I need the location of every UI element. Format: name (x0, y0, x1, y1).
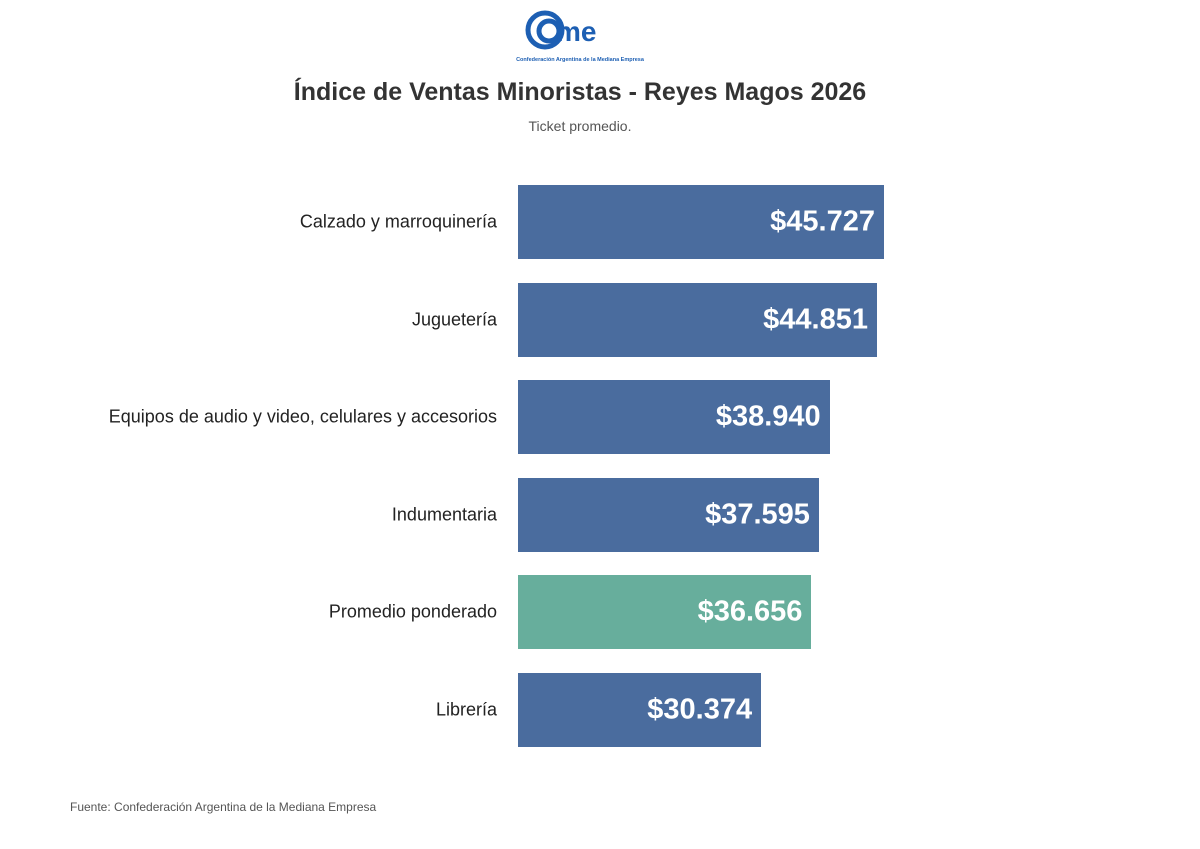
bar (518, 673, 762, 747)
data-label: $30.374 (647, 693, 753, 726)
data-label: $37.595 (705, 498, 810, 531)
category-label: Juguetería (411, 309, 497, 330)
category-label: Equipos de audio y video, celulares y ac… (108, 406, 497, 427)
bar (518, 575, 812, 650)
bar (518, 185, 884, 259)
category-label: Indumentaria (391, 504, 497, 525)
source-note: Fuente: Confederación Argentina de la Me… (70, 800, 377, 814)
data-label: $36.656 (697, 595, 803, 628)
data-label: $44.851 (763, 303, 868, 336)
chart-subtitle: Ticket promedio. (528, 118, 632, 134)
data-label: $45.727 (770, 205, 875, 238)
came-logo: me Confederación Argentina de la Mediana… (516, 10, 645, 63)
category-label: Librería (435, 699, 497, 720)
bar (518, 380, 830, 455)
bar (518, 282, 877, 357)
svg-text:me: me (556, 16, 596, 47)
category-label: Calzado y marroquinería (299, 211, 497, 232)
bar (518, 477, 819, 552)
svg-text:Confederación Argentina de la: Confederación Argentina de la Mediana Em… (516, 57, 645, 63)
data-label: $38.940 (715, 400, 821, 433)
chart-title: Índice de Ventas Minoristas - Reyes Mago… (293, 78, 867, 106)
category-label: Promedio ponderado (328, 601, 497, 622)
